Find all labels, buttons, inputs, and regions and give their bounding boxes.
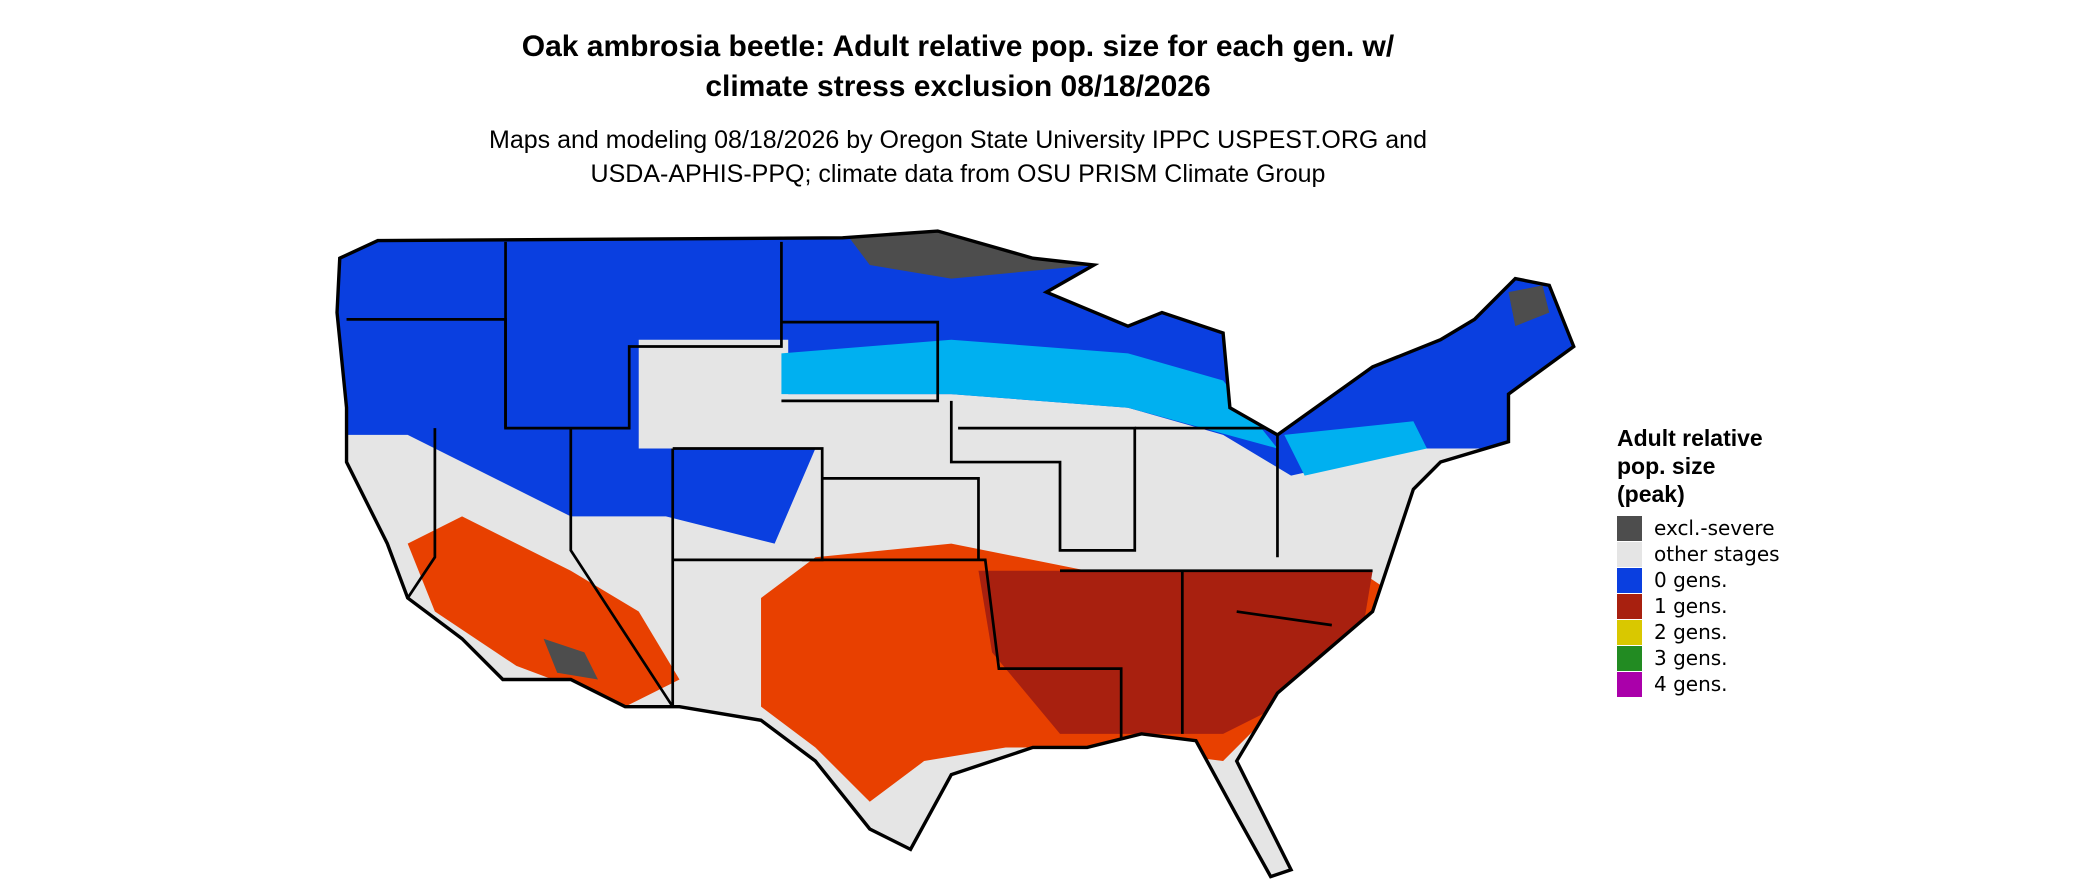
subtitle-line: Maps and modeling 08/18/2026 by Oregon S… xyxy=(489,126,1427,154)
region-excluded xyxy=(849,231,1094,279)
region-dark-red xyxy=(978,570,1373,734)
legend-swatch xyxy=(1617,646,1642,671)
legend-title: Adult relative xyxy=(1617,425,1763,451)
legend-label: 2 gens. xyxy=(1654,620,1728,644)
legend-swatch xyxy=(1617,542,1642,567)
legend-swatch xyxy=(1617,620,1642,645)
legend-title: pop. size xyxy=(1617,453,1715,479)
legend-title: (peak) xyxy=(1617,481,1685,507)
legend-label: excl.-severe xyxy=(1654,516,1775,540)
map xyxy=(335,229,1576,879)
legend-label: 0 gens. xyxy=(1654,568,1728,592)
subtitle-line: USDA-APHIS-PPQ; climate data from OSU PR… xyxy=(591,160,1326,188)
title-line: climate stress exclusion 08/18/2026 xyxy=(705,70,1210,103)
legend-swatch xyxy=(1617,594,1642,619)
legend-label: other stages xyxy=(1654,542,1780,566)
region-1-gens xyxy=(407,516,680,707)
region-excluded xyxy=(543,638,598,680)
legend-label: 4 gens. xyxy=(1654,672,1728,696)
legend-label: 3 gens. xyxy=(1654,646,1728,670)
region-excluded xyxy=(1508,285,1550,327)
legend-swatch xyxy=(1617,568,1642,593)
legend-label: 1 gens. xyxy=(1654,594,1728,618)
title-line: Oak ambrosia beetle: Adult relative pop.… xyxy=(522,30,1395,63)
region-light xyxy=(781,339,1278,449)
region-light xyxy=(1284,421,1427,476)
legend-swatch xyxy=(1617,516,1642,541)
legend-swatch xyxy=(1617,672,1642,697)
